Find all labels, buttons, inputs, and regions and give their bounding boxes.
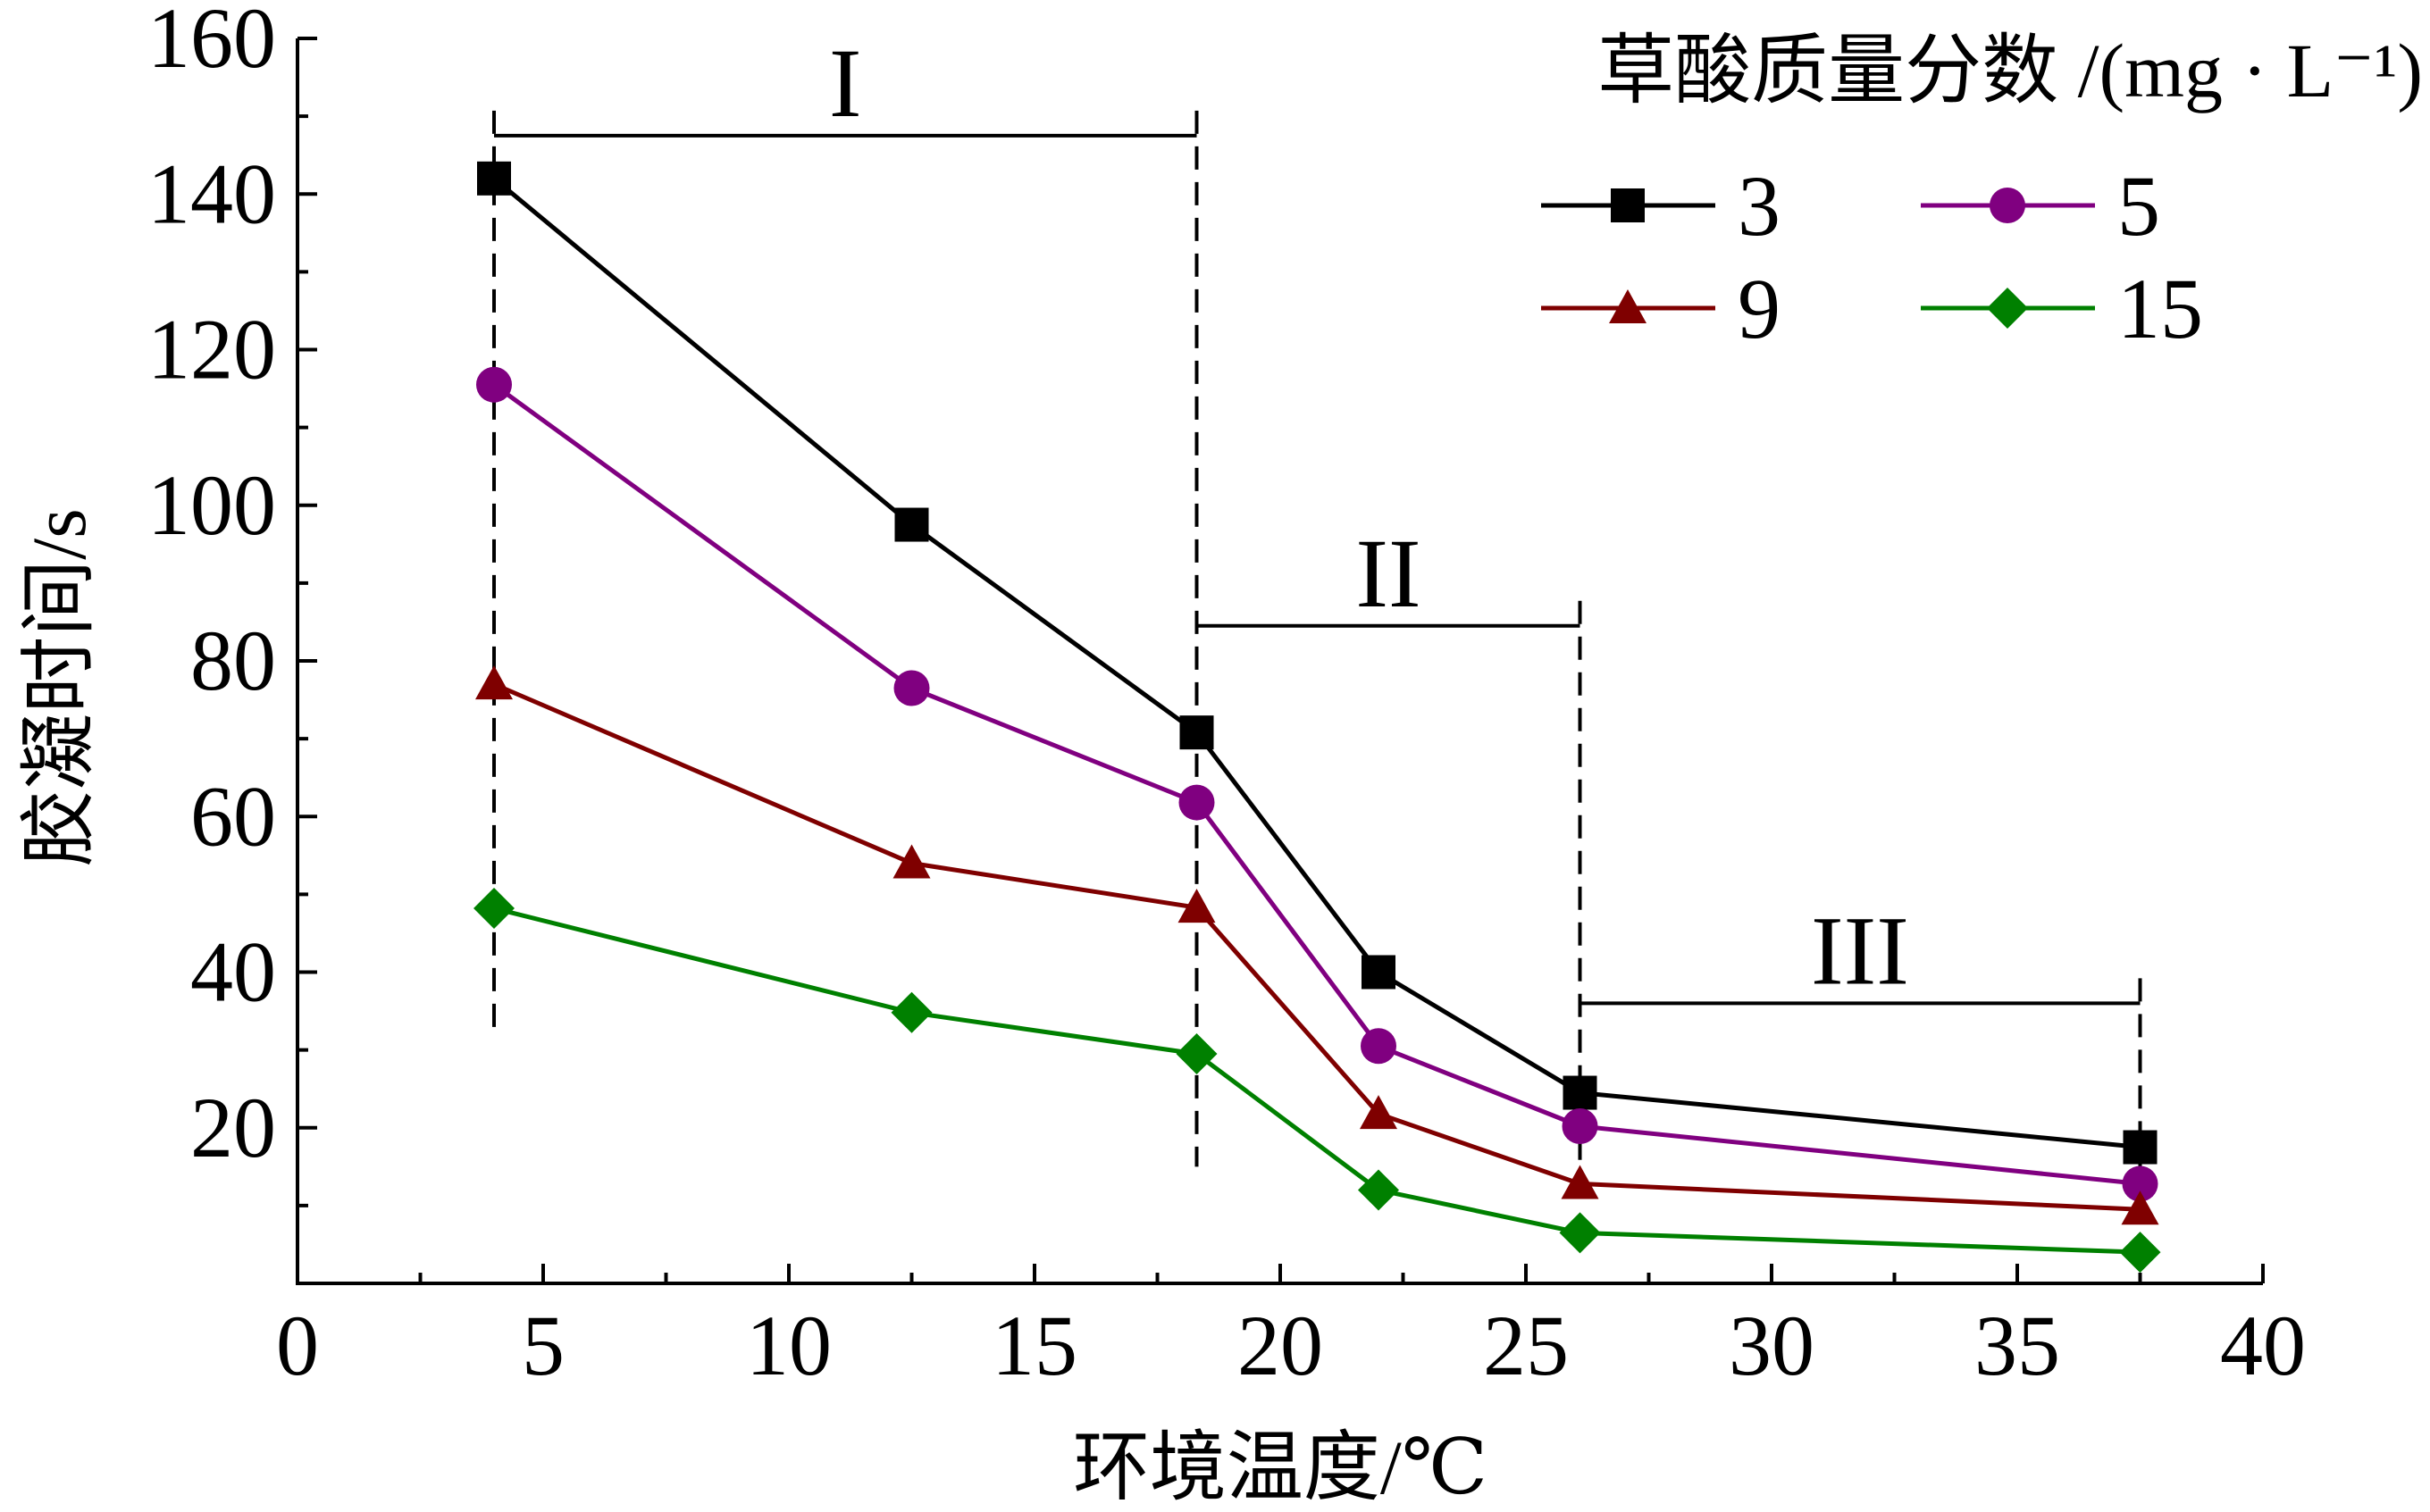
- data-point-9: [1177, 889, 1216, 923]
- region-label: I: [829, 29, 862, 138]
- data-point-5: [1178, 784, 1215, 821]
- legend-marker-15: [1987, 288, 2028, 329]
- data-point-15: [1358, 1169, 1399, 1211]
- data-point-5: [1562, 1108, 1598, 1145]
- region-label: III: [1811, 896, 1909, 1005]
- data-point-15: [1559, 1212, 1601, 1254]
- legend-marker-5: [1990, 188, 2025, 223]
- data-point-15: [2119, 1232, 2161, 1274]
- region-label: II: [1355, 519, 1420, 628]
- data-point-9: [1360, 1095, 1397, 1130]
- y-tick-label: 40: [190, 924, 276, 1020]
- y-tick-label: 140: [147, 146, 276, 241]
- series-line-9: [493, 681, 2141, 1212]
- data-point-15: [891, 991, 933, 1033]
- series-line-15: [493, 906, 2141, 1255]
- legend-label-15: 15: [2117, 261, 2203, 356]
- y-axis-title: 胶凝时间/s: [16, 508, 102, 866]
- data-point-5: [1361, 1028, 1396, 1065]
- legend-title: 草酸质量分数 /(mg · L⁻¹): [1597, 28, 2423, 113]
- legend-marker-3: [1611, 188, 1645, 222]
- y-tick-label: 160: [147, 0, 276, 86]
- data-point-9: [1561, 1165, 1599, 1199]
- data-point-3: [477, 161, 511, 196]
- legend-label-3: 3: [1738, 158, 1781, 254]
- x-tick-label: 25: [1483, 1298, 1569, 1393]
- data-point-3: [1179, 715, 1214, 750]
- data-point-5: [2122, 1165, 2158, 1202]
- data-point-3: [1563, 1075, 1597, 1110]
- legend-label-9: 9: [1738, 261, 1781, 356]
- x-tick-label: 15: [992, 1298, 1077, 1393]
- x-tick-label: 30: [1729, 1298, 1814, 1393]
- x-tick-label: 35: [1974, 1298, 2060, 1393]
- y-tick-label: 100: [147, 457, 276, 553]
- y-tick-label: 120: [147, 302, 276, 397]
- legend: 3 5 9 15: [1541, 158, 2203, 356]
- x-tick-label: 40: [2220, 1298, 2306, 1393]
- data-point-5: [476, 366, 512, 403]
- y-tick-label: 60: [190, 768, 276, 864]
- data-point-3: [894, 507, 929, 542]
- data-point-3: [1362, 955, 1395, 990]
- x-tick-label: 10: [746, 1298, 832, 1393]
- data-point-9: [2121, 1190, 2159, 1225]
- data-point-15: [473, 888, 515, 930]
- data-point-5: [893, 670, 930, 706]
- legend-label-5: 5: [2117, 158, 2160, 254]
- data-point-3: [2123, 1130, 2158, 1165]
- x-tick-label: 0: [276, 1298, 319, 1393]
- data-point-9: [892, 844, 931, 879]
- data-point-15: [1176, 1032, 1218, 1074]
- data-point-9: [475, 665, 513, 700]
- series-line-3: [492, 176, 2141, 1150]
- legend-marker-9: [1609, 289, 1647, 323]
- axes-frame: [296, 38, 2263, 1285]
- series-line-5: [492, 382, 2141, 1186]
- x-axis-title: 环境温度/℃: [1073, 1424, 1487, 1510]
- y-tick-label: 20: [190, 1080, 276, 1175]
- y-tick-label: 80: [190, 613, 276, 708]
- x-tick-label: 5: [522, 1298, 565, 1393]
- x-tick-label: 20: [1237, 1298, 1323, 1393]
